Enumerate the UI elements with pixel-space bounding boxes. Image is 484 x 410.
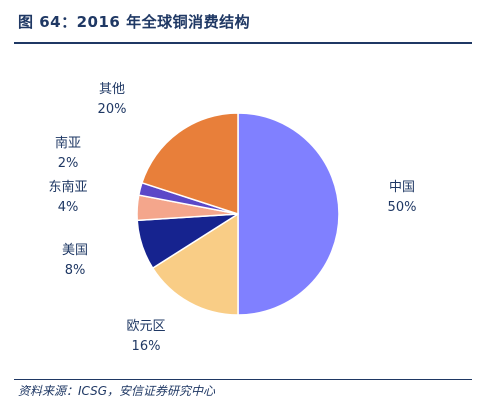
title-rule: [14, 42, 472, 44]
slice-name-label: 中国: [389, 180, 415, 195]
pie-slice: [237, 112, 340, 316]
slice-value-label: 8%: [65, 263, 86, 278]
slice-name-label: 东南亚: [48, 179, 87, 195]
slice-value-label: 2%: [58, 156, 79, 171]
slice-value-label: 20%: [98, 102, 127, 117]
slice-name-label: 欧元区: [126, 319, 165, 334]
figure-title: 图 64：2016 年全球铜消费结构: [18, 13, 251, 31]
slice-value-label: 16%: [132, 339, 161, 354]
pie-slice: [140, 112, 239, 216]
labels-group: 中国 50% 欧元区 16% 美国 8% 东南亚 4% 南亚 2% 其他 20%: [48, 82, 416, 354]
pie-slice: [151, 212, 239, 316]
slices-group: [136, 112, 340, 316]
slice-name-label: 美国: [62, 243, 88, 258]
source-rule: [14, 379, 472, 380]
slice-value-label: 4%: [58, 200, 79, 215]
slice-name-label: 南亚: [55, 135, 81, 151]
slice-value-label: 50%: [388, 200, 417, 215]
source-note: 资料来源：ICSG，安信证券研究中心: [18, 384, 216, 398]
slice-name-label: 其他: [99, 82, 125, 97]
